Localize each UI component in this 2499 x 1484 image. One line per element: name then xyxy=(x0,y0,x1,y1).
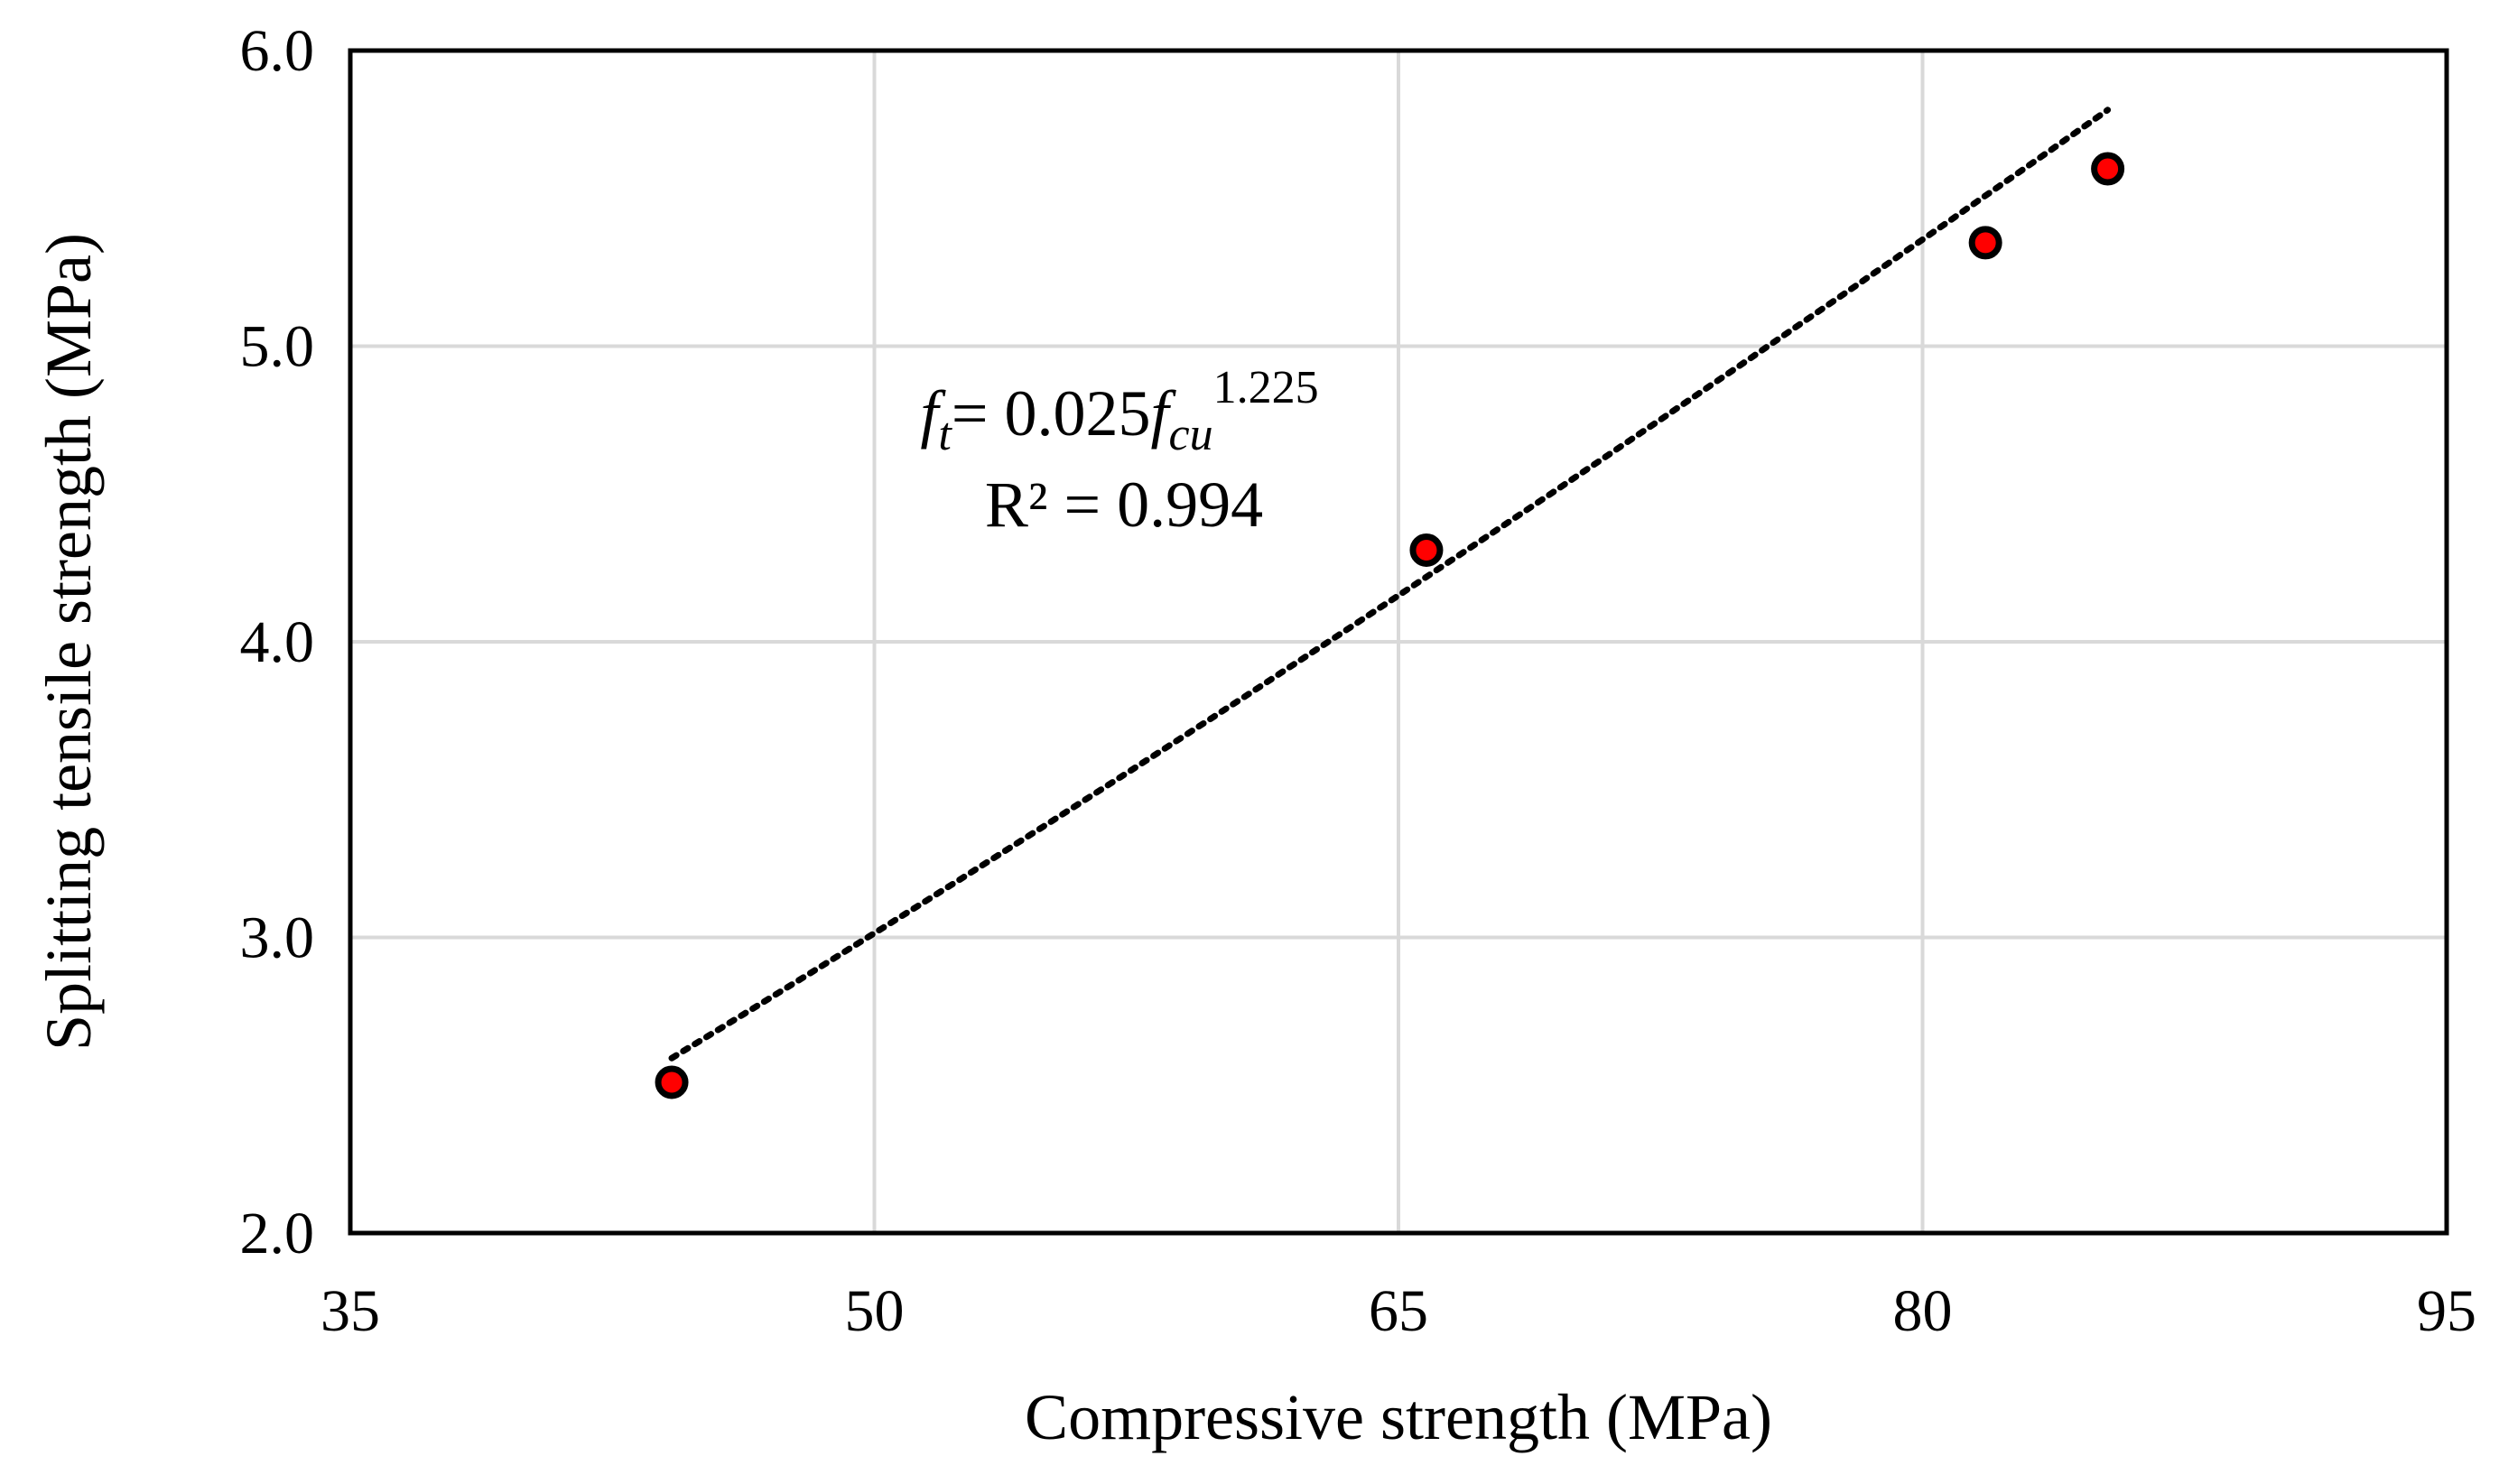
trendline-equation: ft= 0.025fcu1.225 xyxy=(920,362,1318,460)
y-tick-labels: 2.0 3.0 4.0 5.0 6.0 xyxy=(240,18,315,1266)
y-tick-label: 3.0 xyxy=(240,905,315,971)
equation-exponent: 1.225 xyxy=(1213,362,1319,413)
y-tick-label: 5.0 xyxy=(240,314,315,380)
data-point xyxy=(1409,533,1444,567)
data-point xyxy=(655,1065,689,1099)
x-tick-label: 65 xyxy=(1369,1278,1428,1344)
equation-cu-subscript: cu xyxy=(1169,409,1213,460)
y-axis-title: Splitting tensile strength (MPa) xyxy=(33,233,105,1051)
data-point xyxy=(1968,226,2002,260)
x-tick-label: 35 xyxy=(321,1278,380,1344)
x-tick-labels: 35 50 65 80 95 xyxy=(321,1278,2476,1344)
y-tick-label: 2.0 xyxy=(240,1201,315,1266)
equation-t-subscript: t xyxy=(938,409,952,460)
x-tick-label: 50 xyxy=(845,1278,905,1344)
data-points xyxy=(655,152,2125,1099)
data-point xyxy=(2091,152,2125,186)
plot-area-frame xyxy=(348,48,2449,1236)
equation-coefficient: = 0.025 xyxy=(952,377,1151,450)
r-squared-label: R² = 0.994 xyxy=(985,468,1263,541)
y-tick-label: 6.0 xyxy=(240,18,315,84)
trendline xyxy=(668,107,2112,1062)
grid-lines xyxy=(350,51,2447,1233)
x-axis-title: Compressive strength (MPa) xyxy=(1025,1381,1772,1453)
x-tick-label: 80 xyxy=(1893,1278,1953,1344)
trendline-curve xyxy=(668,107,2112,1062)
y-tick-label: 4.0 xyxy=(240,609,315,675)
x-tick-label: 95 xyxy=(2417,1278,2476,1344)
